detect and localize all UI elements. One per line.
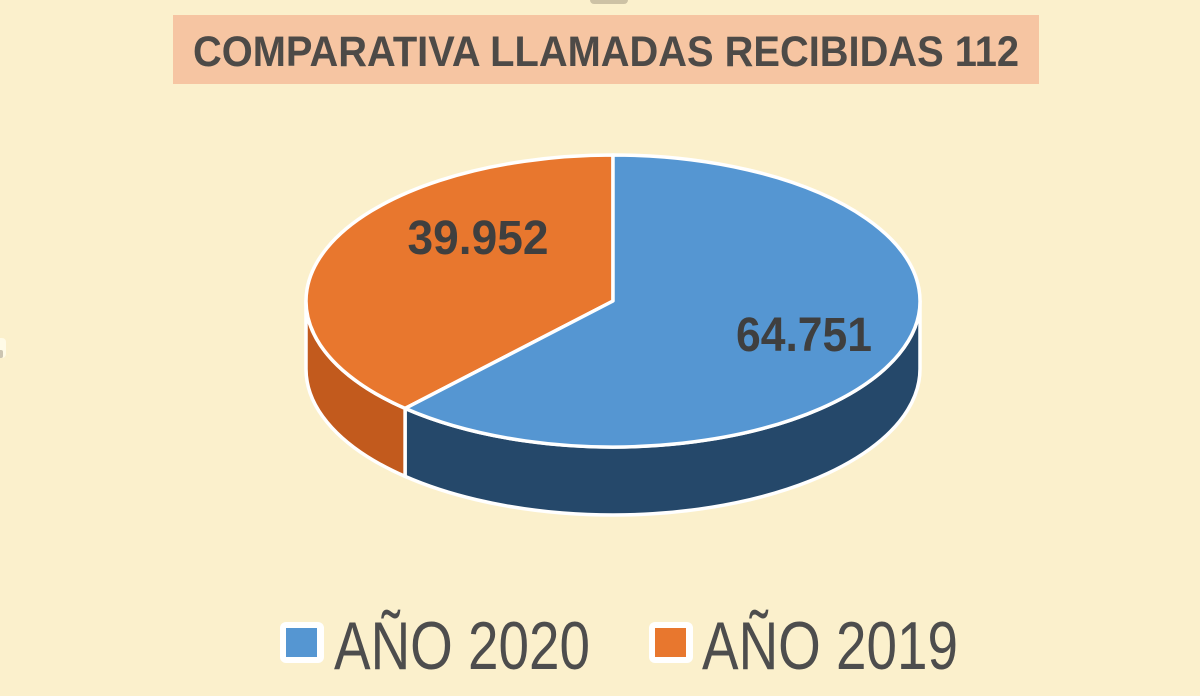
pie-slice-ano-2019-top	[304, 153, 615, 411]
legend-label-ano-2020: AÑO 2020	[334, 608, 590, 684]
data-label-ano-2020: 64.751	[736, 309, 872, 362]
legend-item-ano-2020: AÑO 2020	[280, 608, 590, 684]
left-edge-artifact-dot	[0, 350, 3, 358]
legend-label-ano-2019: AÑO 2019	[702, 608, 958, 684]
legend: AÑO 2020 AÑO 2019	[280, 608, 958, 684]
pie-chart: 39.952 64.751	[304, 153, 922, 517]
pie-slice-ano-2020-top	[403, 153, 922, 449]
data-label-ano-2019: 39.952	[408, 212, 549, 265]
chart-title: COMPARATIVA LLAMADAS RECIBIDAS 112	[193, 28, 1019, 76]
legend-swatch-ano-2019	[655, 628, 686, 657]
legend-swatch-ano-2020	[286, 628, 317, 657]
legend-item-ano-2019: AÑO 2019	[649, 608, 958, 684]
top-edge-artifact	[590, 0, 628, 4]
title-banner	[173, 15, 1039, 84]
